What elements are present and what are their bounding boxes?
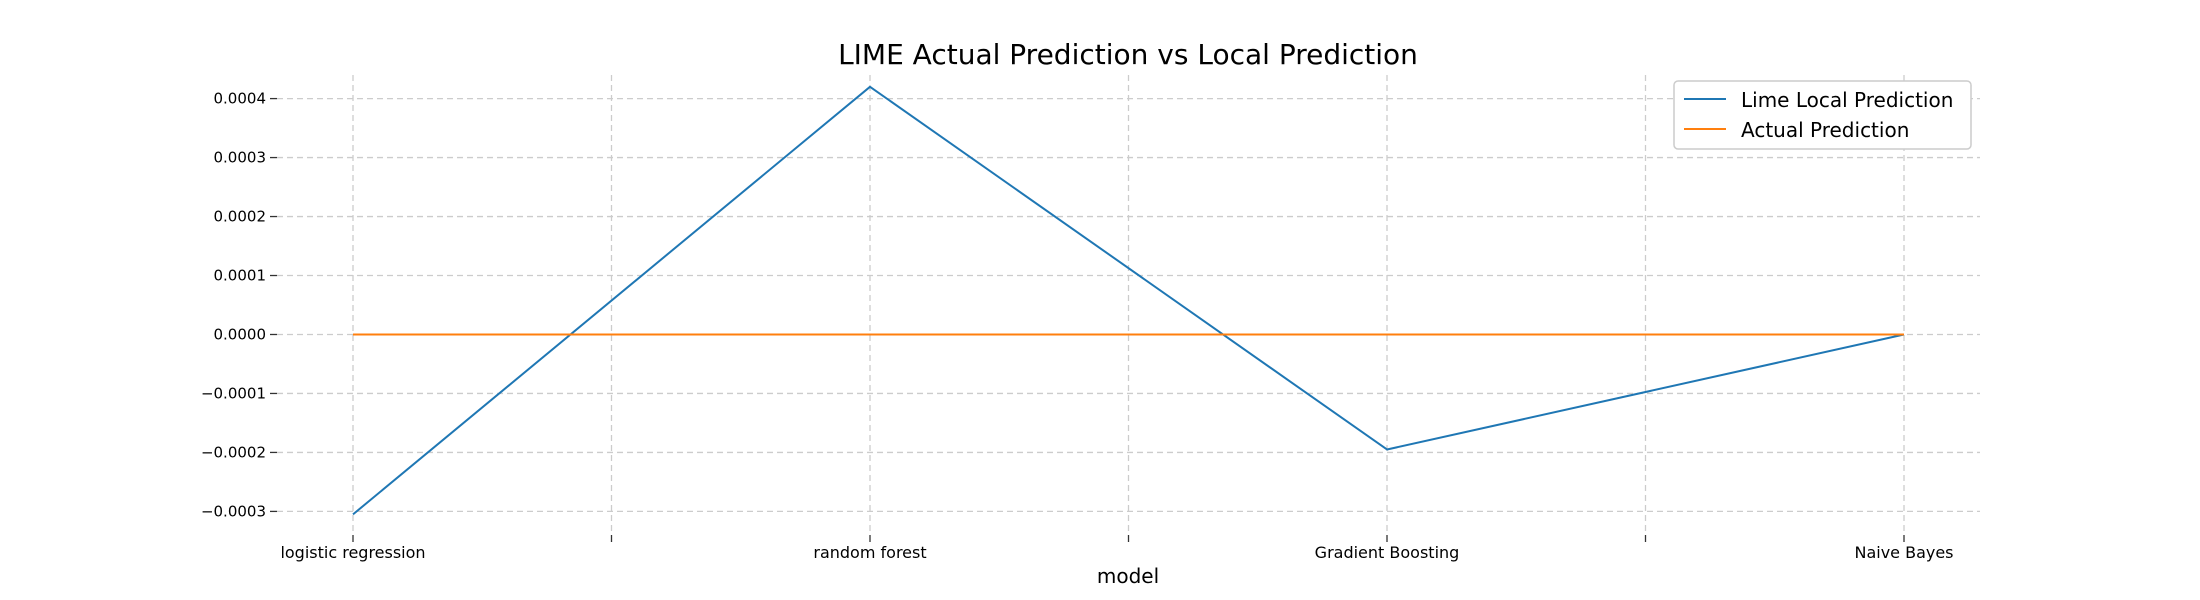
y-tick-label: 0.0004 [214, 90, 267, 108]
legend: Lime Local Prediction Actual Prediction [1673, 80, 1972, 150]
y-tick-label: −0.0003 [201, 502, 266, 520]
series-line-lime-local-prediction [352, 85, 1905, 516]
x-axis: logistic regression random forest Gradient… [280, 535, 1954, 562]
legend-label-actual-prediction: Actual Prediction [1741, 118, 1909, 142]
y-tick-label: −0.0001 [201, 384, 266, 402]
x-tick-label: Gradient Boosting [1315, 543, 1460, 562]
y-axis: 0.0004 0.0003 0.0002 0.0001 0.0000 −0.0001 −0.… [201, 90, 277, 520]
y-tick-label: 0.0002 [214, 208, 267, 226]
series-lines [352, 85, 1905, 516]
chart-title: LIME Actual Prediction vs Local Predicti… [838, 38, 1418, 71]
x-tick-label: logistic regression [280, 543, 425, 562]
y-tick-label: −0.0002 [201, 443, 266, 461]
x-tick-label: random forest [813, 543, 926, 562]
x-axis-label: model [1097, 564, 1159, 588]
y-tick-label: 0.0000 [214, 325, 267, 343]
y-tick-label: 0.0003 [214, 149, 267, 167]
legend-box [1673, 80, 1972, 150]
x-tick-label: Naive Bayes [1854, 543, 1953, 562]
y-tick-label: 0.0001 [214, 267, 267, 285]
legend-label-lime-local-prediction: Lime Local Prediction [1741, 88, 1953, 112]
